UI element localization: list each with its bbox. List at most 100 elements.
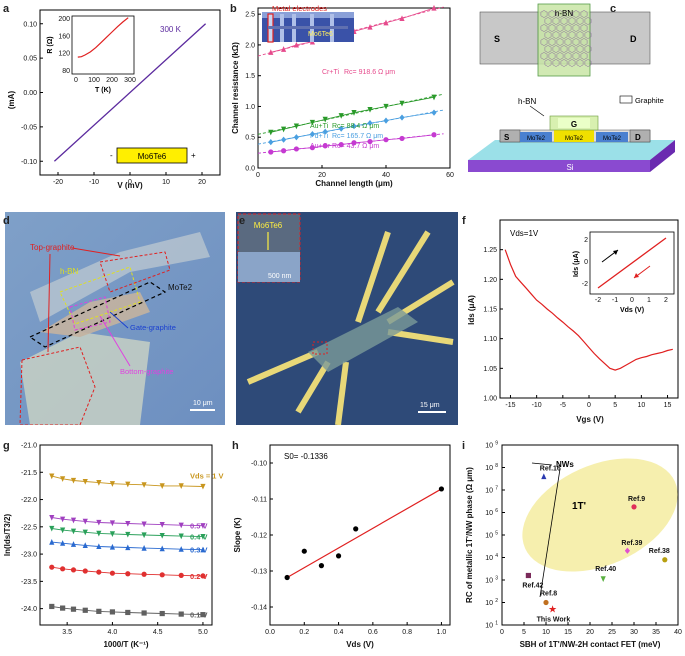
panel-b-point [367, 138, 373, 145]
panel-i-ytick-exp: 7 [495, 486, 498, 492]
panel-e-electrode [246, 349, 320, 385]
panel-g-point [70, 567, 77, 573]
panel-f-inset-arrowhead-down [634, 273, 639, 278]
panel-c-hex-cell [544, 31, 552, 39]
panel-f-xtick-label: -10 [532, 402, 542, 409]
panel-i-point-label: Ref.40 [595, 566, 616, 573]
panel-i-ytick-label: 10 [485, 533, 493, 540]
panel-f-xtick-label: 5 [613, 402, 617, 409]
panel-c-hex-cell [548, 52, 556, 60]
panel-i-xtick-label: 15 [564, 629, 572, 636]
panel-h-xtick-label: 0.0 [265, 629, 275, 636]
panel-a-ytick-label: -0.10 [21, 159, 37, 166]
panel-g-point [178, 546, 184, 552]
panel-c-hex-cell [544, 59, 552, 67]
panel-i-nw-label: NWs [556, 460, 574, 469]
panel-a-device-box [116, 147, 188, 164]
panel-g-series-label: 0.3 V [190, 546, 208, 555]
panel-g-chart: g 3.5 4.0 4.5 5.0 -21.0 -21.5 -22.0 -22.5 -23.0 -… [3, 440, 224, 649]
panel-f-inset-xtick: -2 [595, 297, 601, 304]
panel-c-legend: Graphite [635, 96, 664, 105]
panel-h-point [438, 486, 445, 492]
panel-a-inset-xtick: 0 [74, 77, 78, 84]
panel-a-iv-line [53, 23, 207, 162]
panel-d-graphite-flake [30, 232, 210, 322]
panel-i-point [631, 504, 637, 510]
panel-f-ytick-label: 1.15 [483, 307, 497, 314]
panel-c-hex-cell [580, 24, 588, 32]
panel-h-xtick-label: 0.2 [299, 629, 309, 636]
panel-g-point [60, 527, 66, 534]
panel-f-ytick-label: 1.20 [483, 277, 497, 284]
panel-i-ytick-label: 10 [485, 578, 493, 585]
panel-a-inset-xtick: 100 [88, 77, 100, 84]
panel-d-label: d [3, 215, 10, 227]
panel-g-point [141, 532, 147, 539]
panel-g-point [159, 532, 165, 539]
panel-g-point [82, 542, 88, 548]
panel-c-hbn-pointer [529, 105, 545, 117]
panel-b-point [431, 109, 437, 116]
panel-c-hex-cell [544, 45, 552, 53]
panel-d-bottom-graphite-outline [69, 296, 111, 331]
panel-i-point [543, 599, 549, 606]
panel-i-xtick-label: 40 [674, 629, 682, 636]
panel-c-top-source: S [494, 34, 500, 44]
panel-g-point [96, 608, 102, 614]
panel-c-top-hbn-label: h-BN [555, 9, 573, 18]
panel-g-point [70, 477, 77, 484]
panel-g-point [49, 538, 55, 545]
panel-f-chart: f -15 -10 -5 0 5 10 151.251.201.151.101.051.00… [462, 215, 679, 424]
panel-g-xtick-label: 3.5 [62, 629, 72, 636]
panel-f-ylabel: Ids (μA) [467, 295, 476, 325]
panel-i-point [541, 473, 547, 480]
panel-g-point [125, 531, 131, 538]
panel-b-material-label: Mo6Te6 [308, 31, 333, 38]
panel-g-ytick-label: -21.0 [21, 443, 37, 450]
panel-d-mote2-outline [28, 281, 167, 348]
panel-g-point [109, 531, 116, 538]
panel-g-point [141, 571, 147, 577]
panel-i-xtick-label: 35 [652, 629, 660, 636]
panel-c-hbn-label: h-BN [518, 97, 536, 106]
panel-a-xtick-label: 10 [162, 179, 170, 186]
panel-g-ytick-label: -22.0 [21, 497, 37, 504]
panel-g-point [82, 607, 88, 613]
panel-a-inset-ytick: 80 [62, 68, 70, 75]
panel-a-inset [71, 15, 135, 75]
panel-c-hex-cell [580, 38, 588, 46]
panel-h-xtick-label: 0.6 [368, 629, 378, 636]
panel-g-point [200, 523, 206, 529]
panel-c-hex-cell [552, 17, 560, 25]
panel-c-hex-cell [584, 17, 592, 25]
panel-i-ytick-label: 10 [485, 465, 493, 472]
panel-g-point [60, 516, 66, 523]
panel-a-ylabel: (mA) [7, 91, 16, 110]
panel-h-ytick-label: -0.13 [251, 569, 267, 576]
panel-h-point [353, 526, 359, 532]
panel-f: f -15 -10 -5 0 5 10 15 1.25 1.20 1.15 1.10 1.05 1.00… [460, 212, 685, 425]
panel-c-mid-channel-label: MoTe2 [565, 136, 584, 142]
panel-a-chart: a -20 -10 0 10 200.100.050.00-0.05-0.10 (mA)… [3, 3, 221, 190]
panel-b-label: b [230, 3, 237, 15]
panel-d-top-graphite: Top-graphite [30, 243, 75, 252]
panel-h: h 0.0 0.2 0.4 0.6 0.8 1.0 -0.10 -0.11 -0.12 -0.13… [228, 437, 458, 651]
panel-c-gate-top [558, 118, 590, 128]
panel-c: c S D h-BN Graphite h-BN Si S D G MoTe2 … [460, 0, 685, 190]
panel-f-inset-ylabel: Ids (μA) [573, 251, 580, 277]
panel-c-lattice [540, 10, 592, 67]
panel-g-point [70, 517, 77, 524]
panel-g-axes [39, 444, 213, 626]
panel-g-point [200, 573, 206, 579]
panel-i-ytick-exp: 8 [495, 463, 498, 469]
panel-c-substrate-top [468, 140, 675, 160]
panel-c-hex-cell [584, 31, 592, 39]
panel-b-au-cr-rc: Rc= 43.7 Ω μm [332, 143, 379, 150]
panel-g-point [159, 522, 165, 528]
panel-c-hex-cell [564, 24, 572, 32]
panel-i-ytick-label: 10 [485, 510, 493, 517]
panel-b-point [281, 126, 287, 133]
panel-h-ylabel: Slope (K) [233, 517, 242, 552]
panel-b-au-ti-rc: Rc= 88.4 Ω μm [332, 123, 379, 130]
panel-i-point [548, 605, 557, 613]
